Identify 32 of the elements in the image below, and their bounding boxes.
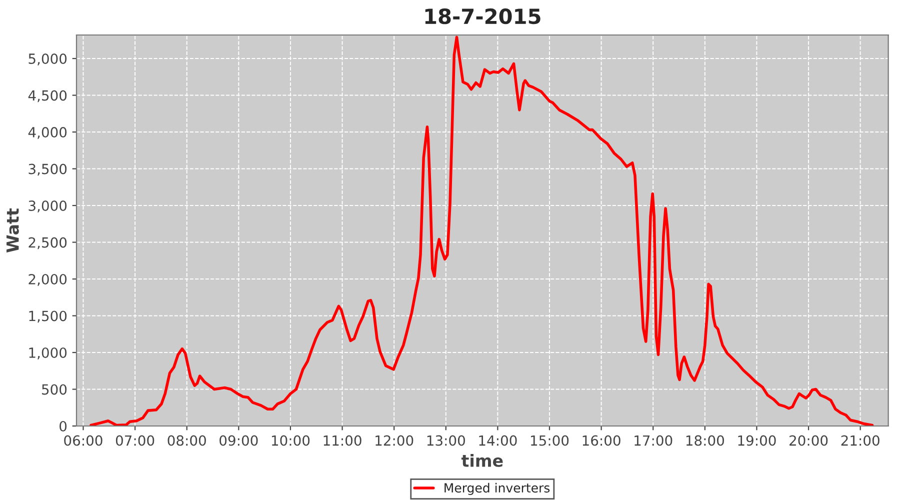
y-tick-label: 4,000	[28, 126, 67, 139]
x-tick-label: 06:00	[64, 435, 102, 446]
y-tick-label: 3,500	[28, 164, 67, 176]
y-axis-title: Watt	[6, 208, 19, 252]
y-tick-label: 500	[42, 384, 67, 395]
y-tick-label: 3,000	[28, 200, 67, 212]
y-tick-label: 1,000	[29, 347, 67, 360]
legend-label: Merged inverters	[444, 482, 550, 496]
x-tick-label: 19:00	[738, 435, 776, 446]
x-tick-label: 11:00	[324, 435, 362, 446]
line-series	[90, 36, 874, 426]
x-tick-label: 09:00	[220, 435, 258, 446]
x-tick-label: 21:00	[841, 435, 880, 446]
y-tick-label: 2,000	[28, 274, 67, 286]
x-tick-label: 18:00	[686, 435, 724, 446]
y-tick-label: 4,500	[28, 90, 67, 102]
x-tick-label: 12:00	[376, 435, 414, 446]
x-tick-label: 14:00	[479, 435, 517, 446]
x-tick-label: 20:00	[790, 435, 828, 446]
y-tick-label: 0	[60, 420, 67, 432]
y-tick-label: 2,500	[28, 237, 67, 250]
y-tick-label: 1,500	[29, 310, 67, 323]
y-tick-label: 5,000	[28, 53, 67, 66]
x-axis-title: time	[461, 454, 503, 467]
x-tick-label: 10:00	[272, 435, 310, 446]
x-tick-label: 07:00	[116, 435, 154, 446]
x-tick-label: 17:00	[634, 435, 672, 446]
x-tick-label: 13:00	[427, 435, 465, 446]
x-tick-label: 15:00	[531, 435, 569, 446]
x-tick-label: 08:00	[168, 435, 206, 446]
chart-title: 18-7-2015	[425, 8, 540, 24]
x-tick-label: 16:00	[582, 435, 620, 446]
